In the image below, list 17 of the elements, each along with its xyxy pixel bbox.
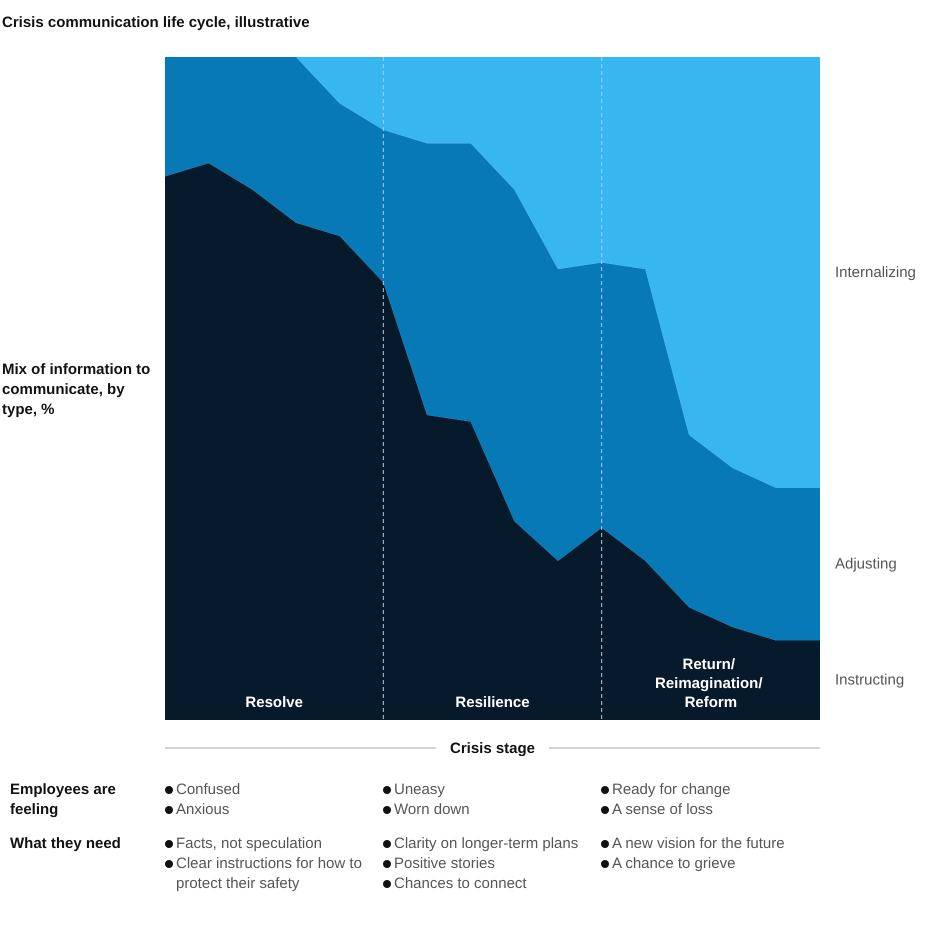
text: Employees are feeling: [10, 780, 117, 820]
text: A new vision for the future A chance to grieve: [612, 834, 785, 874]
annotation: Resilience: [455, 694, 530, 711]
series-label: Instructing: [835, 672, 904, 689]
text: Uneasy Worn down: [394, 780, 470, 820]
text: Ready for change A sense of loss: [612, 780, 730, 820]
text: Clarity on longer-term plans Positive stories Chances to connect: [394, 834, 578, 894]
series-label: Internalizing: [835, 264, 916, 281]
chart-title: Crisis communication life cycle, illustrative: [2, 14, 310, 31]
annotation: Return/ Reimagination/ Reform: [654, 656, 767, 711]
annotation: Resolve: [245, 694, 303, 711]
y-axis-title: Mix of information to communicate, by type, %: [2, 360, 152, 420]
x-axis-title: Crisis stage: [448, 740, 536, 756]
text: What they need: [10, 834, 122, 854]
series-label: Adjusting: [835, 556, 897, 573]
text: Confused Anxious: [176, 780, 240, 820]
text: Facts, not speculation Clear instructions for how to protect their safety: [176, 834, 363, 894]
